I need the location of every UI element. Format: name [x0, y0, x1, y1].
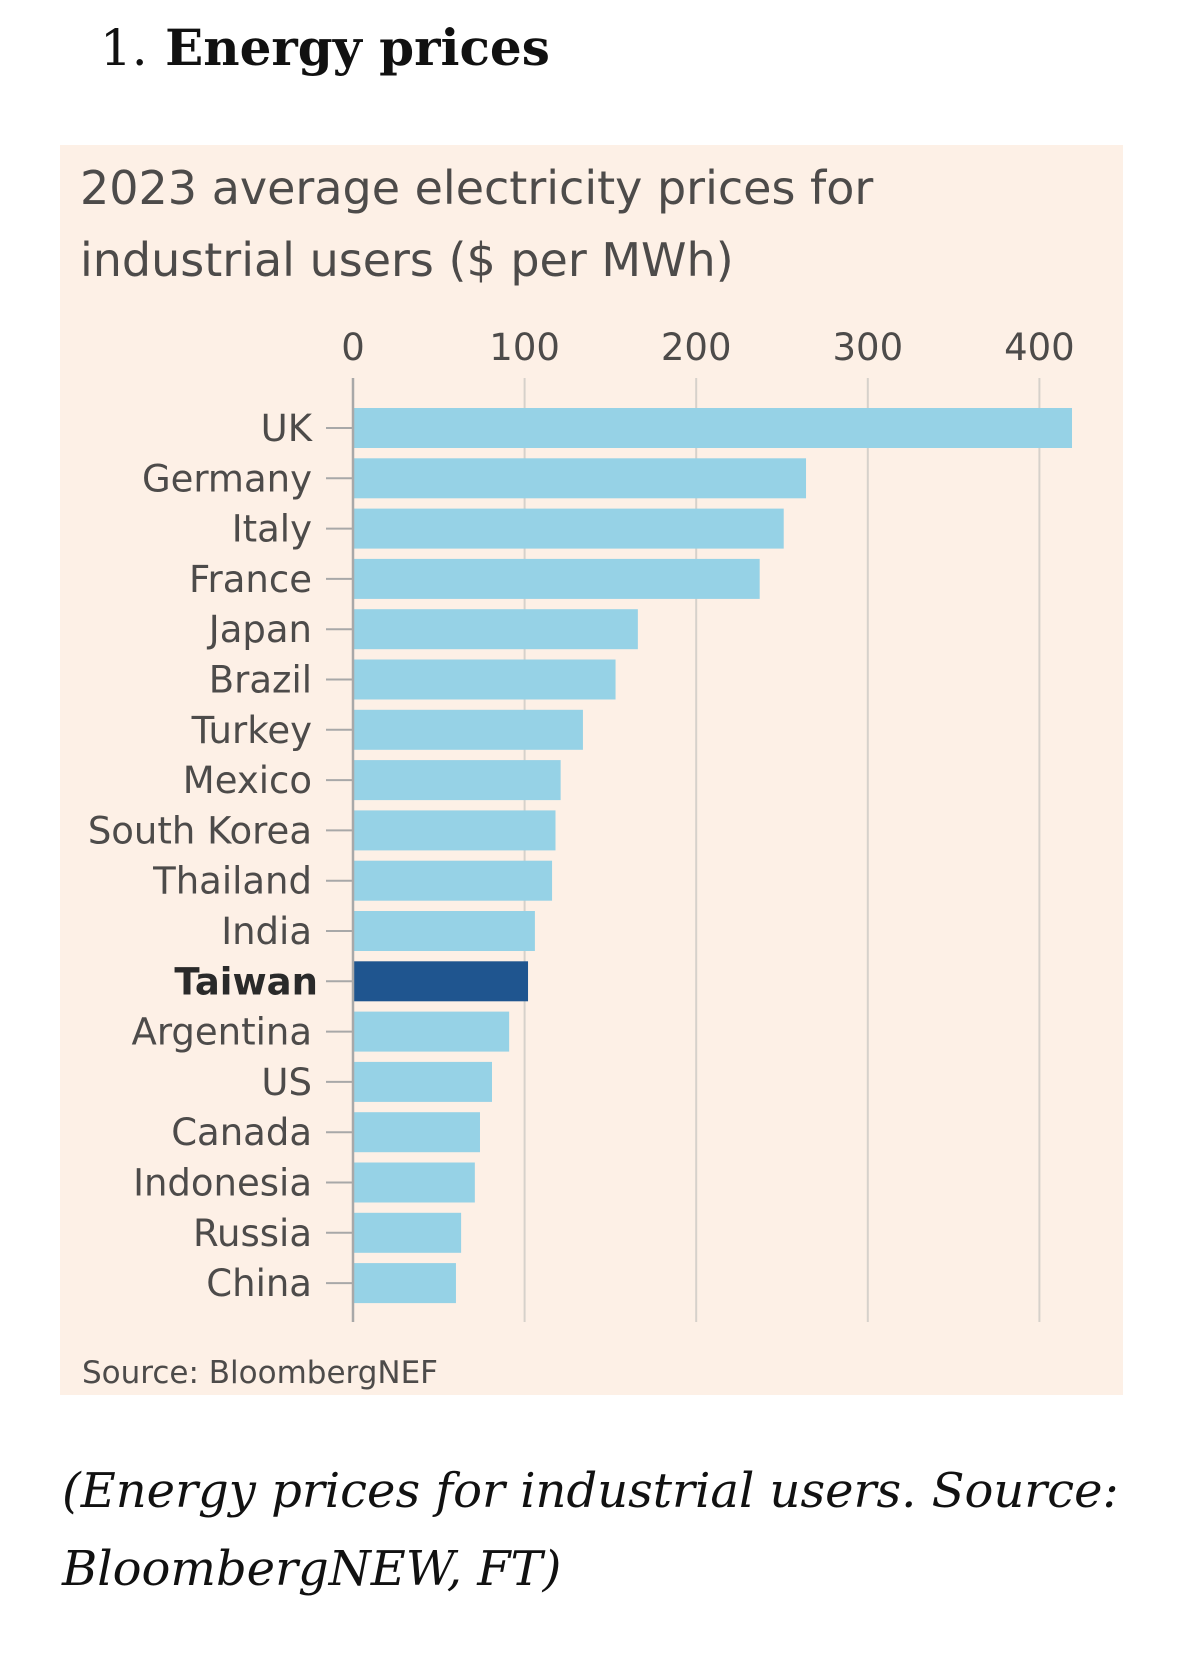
category-label: Argentina [132, 1011, 312, 1054]
category-label: France [189, 558, 312, 601]
section-number: 1. [100, 19, 148, 77]
chart-title-line-2: industrial users ($ per MWh) [80, 233, 734, 287]
category-label: India [221, 910, 312, 953]
chart-title-line-1: 2023 average electricity prices for [80, 161, 874, 215]
bar [353, 1162, 475, 1203]
category-label: Germany [142, 457, 312, 500]
bar [353, 508, 784, 549]
bar [353, 1263, 456, 1304]
category-label: Russia [193, 1212, 312, 1255]
category-label: Canada [171, 1111, 312, 1154]
chart-title: 2023 average electricity prices for indu… [80, 152, 1080, 296]
category-label: Taiwan [174, 960, 318, 1003]
caption-line-2: BloombergNEW, FT) [62, 1541, 562, 1597]
category-label: US [261, 1061, 312, 1104]
bar [353, 1212, 462, 1253]
x-tick-label: 0 [341, 326, 365, 369]
x-tick-label: 100 [489, 326, 560, 369]
bar [353, 911, 535, 951]
category-label: Brazil [209, 659, 312, 702]
chart-card [60, 145, 1123, 1395]
category-label: Mexico [183, 759, 312, 802]
bar [353, 609, 638, 650]
bar [353, 860, 553, 901]
section-title: Energy prices [165, 18, 550, 77]
bar [353, 659, 616, 700]
category-label: South Korea [88, 809, 312, 852]
bar [353, 810, 556, 851]
category-label: Thailand [152, 860, 312, 903]
bar [353, 408, 1073, 448]
category-label: China [206, 1262, 312, 1305]
figure-caption: (Energy prices for industrial users. Sou… [62, 1452, 1142, 1608]
bar [353, 961, 529, 1002]
bar [353, 709, 583, 750]
category-label: Turkey [191, 709, 312, 752]
x-tick-label: 300 [832, 326, 903, 369]
category-label: Indonesia [133, 1162, 312, 1205]
bar [353, 1112, 480, 1153]
bar [353, 1061, 492, 1102]
bar [353, 1011, 510, 1052]
category-label: Italy [232, 508, 312, 551]
bar [353, 558, 760, 599]
x-tick-label: 200 [661, 326, 732, 369]
bar [353, 760, 561, 801]
x-tick-label: 400 [1004, 326, 1075, 369]
section-heading: 1. Energy prices [100, 18, 550, 77]
chart-source: Source: BloombergNEF [82, 1355, 439, 1391]
bar [353, 458, 807, 499]
caption-line-1: (Energy prices for industrial users. Sou… [62, 1463, 1119, 1519]
category-label: Japan [207, 608, 312, 651]
category-label: UK [261, 407, 314, 450]
